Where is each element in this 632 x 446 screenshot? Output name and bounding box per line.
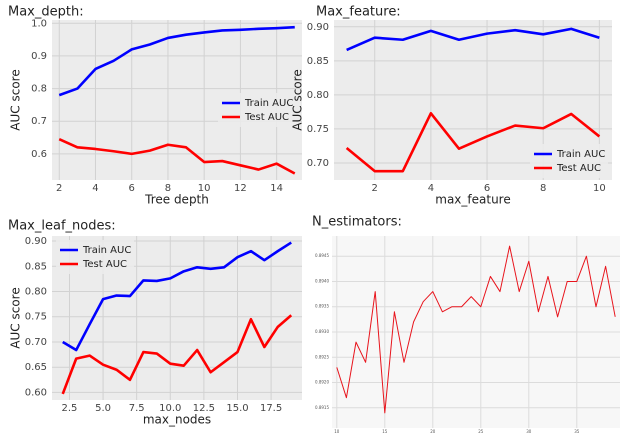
y-tick-label: 0.65 bbox=[25, 362, 47, 373]
series-line bbox=[58, 25, 295, 97]
x-axis-label: max_nodes bbox=[143, 413, 211, 427]
y-tick-label: 0.8935 bbox=[315, 304, 329, 309]
chart-title: Max_leaf_nodes: bbox=[8, 219, 116, 234]
y-tick-label: 0.6 bbox=[31, 149, 47, 160]
series-line bbox=[346, 27, 600, 52]
y-axis-label: AUC score bbox=[9, 69, 23, 130]
y-axis-label: AUC score bbox=[9, 287, 23, 348]
x-tick-label: 6 bbox=[129, 183, 135, 194]
x-tick-label: 2 bbox=[372, 183, 378, 194]
x-tick-label: 12.5 bbox=[193, 403, 215, 414]
y-tick-label: 0.80 bbox=[25, 287, 47, 298]
y-tick-label: 0.60 bbox=[25, 387, 47, 398]
x-tick-label: 6 bbox=[484, 183, 490, 194]
series-line bbox=[58, 137, 296, 175]
chart-title: Max_feature: bbox=[316, 5, 401, 20]
x-tick-label: 5.0 bbox=[95, 403, 111, 414]
x-tick-label: 2.5 bbox=[62, 403, 78, 414]
y-tick-label: 0.85 bbox=[25, 261, 47, 272]
y-tick-label: 0.7 bbox=[31, 116, 47, 127]
y-tick-label: 0.90 bbox=[25, 236, 47, 247]
y-tick-label: 0.8920 bbox=[315, 380, 329, 385]
y-tick-label: 0.70 bbox=[25, 337, 47, 348]
y-tick-label: 0.8945 bbox=[315, 253, 329, 258]
series-line bbox=[62, 241, 292, 352]
legend-label: Test AUC bbox=[556, 163, 601, 174]
x-tick-label: 10.0 bbox=[159, 403, 181, 414]
x-axis-label: Tree depth bbox=[144, 193, 209, 207]
x-tick-label: 20 bbox=[430, 429, 436, 434]
y-tick-label: 1.0 bbox=[31, 18, 47, 29]
x-tick-label: 2 bbox=[56, 183, 62, 194]
legend-label: Test AUC bbox=[244, 112, 289, 123]
y-tick-label: 0.8915 bbox=[315, 405, 329, 410]
legend-box bbox=[530, 144, 608, 178]
legend-box bbox=[56, 240, 134, 274]
x-tick-label: 12 bbox=[234, 183, 247, 194]
x-tick-label: 10 bbox=[198, 183, 211, 194]
x-tick-label: 10 bbox=[334, 429, 340, 434]
legend-label: Test AUC bbox=[82, 259, 127, 270]
y-axis-label: AUC score bbox=[291, 69, 305, 130]
x-tick-label: 30 bbox=[526, 429, 532, 434]
legend-label: Train AUC bbox=[244, 98, 293, 109]
x-tick-label: 14 bbox=[270, 183, 283, 194]
legend-box bbox=[218, 93, 296, 127]
legend-label: Train AUC bbox=[82, 245, 131, 256]
y-tick-label: 0.90 bbox=[307, 22, 329, 33]
y-tick-label: 0.75 bbox=[25, 312, 47, 323]
chart-title: Max_depth: bbox=[8, 5, 84, 20]
y-tick-label: 0.80 bbox=[307, 90, 329, 101]
x-tick-label: 35 bbox=[574, 429, 580, 434]
series-line bbox=[336, 245, 616, 414]
x-tick-label: 17.5 bbox=[260, 403, 282, 414]
y-tick-label: 0.70 bbox=[307, 158, 329, 169]
x-tick-label: 4 bbox=[92, 183, 98, 194]
y-tick-label: 0.8940 bbox=[315, 278, 329, 283]
x-tick-label: 10 bbox=[593, 183, 606, 194]
y-tick-label: 0.75 bbox=[307, 124, 329, 135]
y-tick-label: 0.8930 bbox=[315, 329, 329, 334]
x-axis-label: max_feature bbox=[435, 193, 510, 207]
x-tick-label: 8 bbox=[165, 183, 171, 194]
x-tick-label: 8 bbox=[540, 183, 546, 194]
x-tick-label: 15 bbox=[382, 429, 388, 434]
x-tick-label: 4 bbox=[428, 183, 434, 194]
y-tick-label: 0.8925 bbox=[315, 354, 329, 359]
legend-label: Train AUC bbox=[556, 149, 605, 160]
x-tick-label: 7.5 bbox=[129, 403, 145, 414]
x-tick-label: 25 bbox=[478, 429, 484, 434]
y-tick-label: 0.8 bbox=[31, 84, 47, 95]
y-tick-label: 0.9 bbox=[31, 51, 47, 62]
series-line bbox=[61, 314, 293, 395]
series-line bbox=[345, 111, 601, 173]
y-tick-label: 0.85 bbox=[307, 56, 329, 67]
x-tick-label: 15.0 bbox=[226, 403, 248, 414]
chart-title: N_estimators: bbox=[312, 215, 402, 230]
